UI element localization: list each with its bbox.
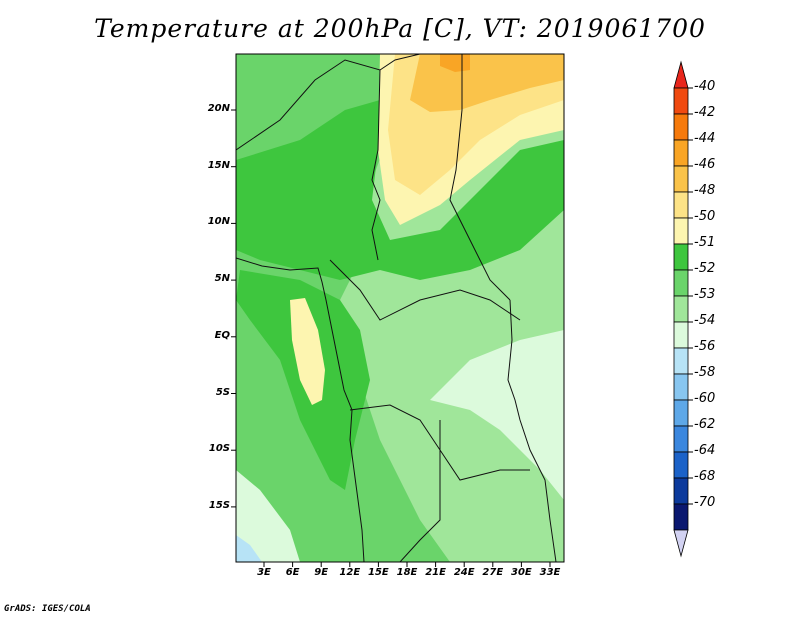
legend-swatch xyxy=(673,425,689,453)
longitude-label: 15E xyxy=(368,567,389,578)
field-band-56-southwest xyxy=(236,535,262,562)
field-band-51-west xyxy=(290,298,325,405)
legend-swatch xyxy=(673,529,689,558)
legend-label: -50 xyxy=(694,209,716,224)
border-east xyxy=(507,299,557,562)
longitude-label: 9E xyxy=(314,567,329,578)
longitude-label: 6E xyxy=(285,567,300,578)
latitude-label: 5N xyxy=(214,273,230,285)
legend-label: -42 xyxy=(694,105,716,120)
longitude-label: 24E xyxy=(453,567,475,578)
latitude-label: 15N xyxy=(207,159,230,171)
legend-swatch xyxy=(673,399,689,427)
field-band-52-north xyxy=(236,100,564,280)
latitude-label: 10S xyxy=(208,443,230,455)
field-band-54-southwest xyxy=(236,470,300,562)
border-north-3 xyxy=(449,54,511,301)
legend-label: -56 xyxy=(694,339,716,354)
longitude-label: 12E xyxy=(339,567,361,578)
legend-label: -40 xyxy=(694,79,716,94)
field-band-54-east xyxy=(430,330,564,500)
legend-swatch xyxy=(673,321,689,349)
latitude-label: 10N xyxy=(207,216,230,228)
legend-swatch xyxy=(673,477,689,505)
legend-swatch xyxy=(673,347,689,375)
latitude-label: 20N xyxy=(207,103,230,114)
legend-label: -58 xyxy=(694,365,716,380)
grads-credit: GrADS: IGES/COLA xyxy=(4,604,91,614)
latitude-label: 15S xyxy=(208,499,230,511)
legend-label: -68 xyxy=(694,469,716,484)
border-central xyxy=(329,259,521,321)
legend-label: -62 xyxy=(694,417,716,432)
legend-label: -64 xyxy=(694,443,716,458)
legend-label: -60 xyxy=(694,391,716,406)
border-north-1 xyxy=(236,54,421,151)
legend-label: -53 xyxy=(694,287,716,302)
border-north-2 xyxy=(371,69,381,261)
legend-swatch xyxy=(673,191,689,219)
legend-label: -52 xyxy=(694,261,716,276)
legend-swatch xyxy=(673,373,689,401)
legend-label: -70 xyxy=(694,495,716,510)
legend-label: -51 xyxy=(694,235,716,250)
latitude-label: EQ xyxy=(214,329,230,341)
legend-swatch xyxy=(673,243,689,271)
longitude-label: 27E xyxy=(482,567,504,578)
coastline-west xyxy=(236,257,365,562)
legend-swatch xyxy=(673,113,689,141)
legend-swatch xyxy=(673,165,689,193)
legend-swatch xyxy=(673,503,689,531)
legend-swatch xyxy=(673,295,689,323)
legend-swatch xyxy=(673,139,689,167)
legend-swatch xyxy=(673,87,689,115)
legend-label: -48 xyxy=(694,183,716,198)
legend-label: -46 xyxy=(694,157,716,172)
legend-label: -54 xyxy=(694,313,716,328)
legend-swatch xyxy=(673,217,689,245)
border-south-2 xyxy=(399,420,441,562)
longitude-label: 3E xyxy=(257,567,271,578)
legend-label: -44 xyxy=(694,131,716,146)
legend-swatch xyxy=(673,269,689,297)
chart-title: Temperature at 200hPa [C], VT: 201906170… xyxy=(94,14,706,43)
latitude-label: 5S xyxy=(215,386,230,398)
longitude-label: 30E xyxy=(511,567,532,578)
legend-swatch xyxy=(673,60,689,89)
legend-swatch xyxy=(673,451,689,479)
map-frame xyxy=(235,53,565,563)
longitude-label: 33E xyxy=(539,567,561,578)
longitude-label: 21E xyxy=(425,567,446,578)
longitude-label: 18E xyxy=(396,567,418,578)
